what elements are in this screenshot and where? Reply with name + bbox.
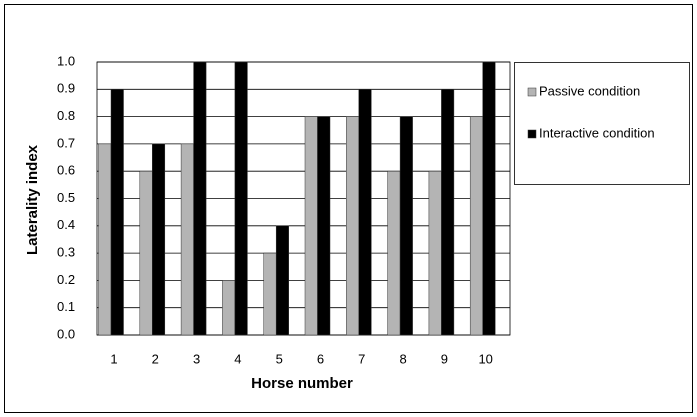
- bar: [234, 61, 248, 336]
- y-tick-label: 1.0: [57, 53, 75, 68]
- bar: [193, 61, 207, 336]
- bar: [346, 116, 360, 336]
- x-tick-label: 10: [478, 351, 492, 366]
- legend-label: Passive condition: [539, 83, 640, 98]
- bar: [304, 116, 318, 336]
- legend-label: Interactive condition: [539, 125, 655, 140]
- x-tick-label: 1: [110, 351, 117, 366]
- bar: [317, 116, 331, 336]
- y-tick-label: 0.9: [57, 81, 75, 96]
- y-tick-label: 0.8: [57, 108, 75, 123]
- bar: [222, 280, 236, 336]
- bar: [441, 89, 455, 336]
- bar: [98, 143, 112, 336]
- legend-swatch: [527, 87, 537, 97]
- x-tick-label: 5: [276, 351, 283, 366]
- bar: [275, 225, 289, 336]
- y-tick-label: 0.6: [57, 163, 75, 178]
- y-tick-label: 0.4: [57, 217, 75, 232]
- legend-swatch: [527, 129, 537, 139]
- bar: [482, 61, 496, 336]
- y-tick-label: 0.0: [57, 326, 75, 341]
- bar: [139, 170, 153, 336]
- x-tick-label: 8: [399, 351, 406, 366]
- x-tick-label: 2: [152, 351, 159, 366]
- bar: [358, 89, 372, 336]
- bar: [469, 116, 483, 336]
- x-tick-label: 4: [234, 351, 241, 366]
- x-tick-label: 3: [193, 351, 200, 366]
- x-tick-label: 6: [317, 351, 324, 366]
- bar: [110, 89, 124, 336]
- y-axis-title: Laterality index: [24, 144, 41, 255]
- y-tick-label: 0.2: [57, 272, 75, 287]
- y-tick-label: 0.7: [57, 135, 75, 150]
- bar: [387, 170, 401, 336]
- x-tick-label: 9: [441, 351, 448, 366]
- bar: [263, 252, 277, 336]
- legend-box: [514, 62, 690, 185]
- bar: [428, 170, 442, 336]
- bar: [399, 116, 413, 336]
- x-axis-title: Horse number: [251, 375, 353, 392]
- y-tick-label: 0.1: [57, 299, 75, 314]
- x-tick-label: 7: [358, 351, 365, 366]
- bar: [180, 143, 194, 336]
- y-tick-label: 0.5: [57, 190, 75, 205]
- bar: [152, 143, 166, 336]
- y-tick-label: 0.3: [57, 245, 75, 260]
